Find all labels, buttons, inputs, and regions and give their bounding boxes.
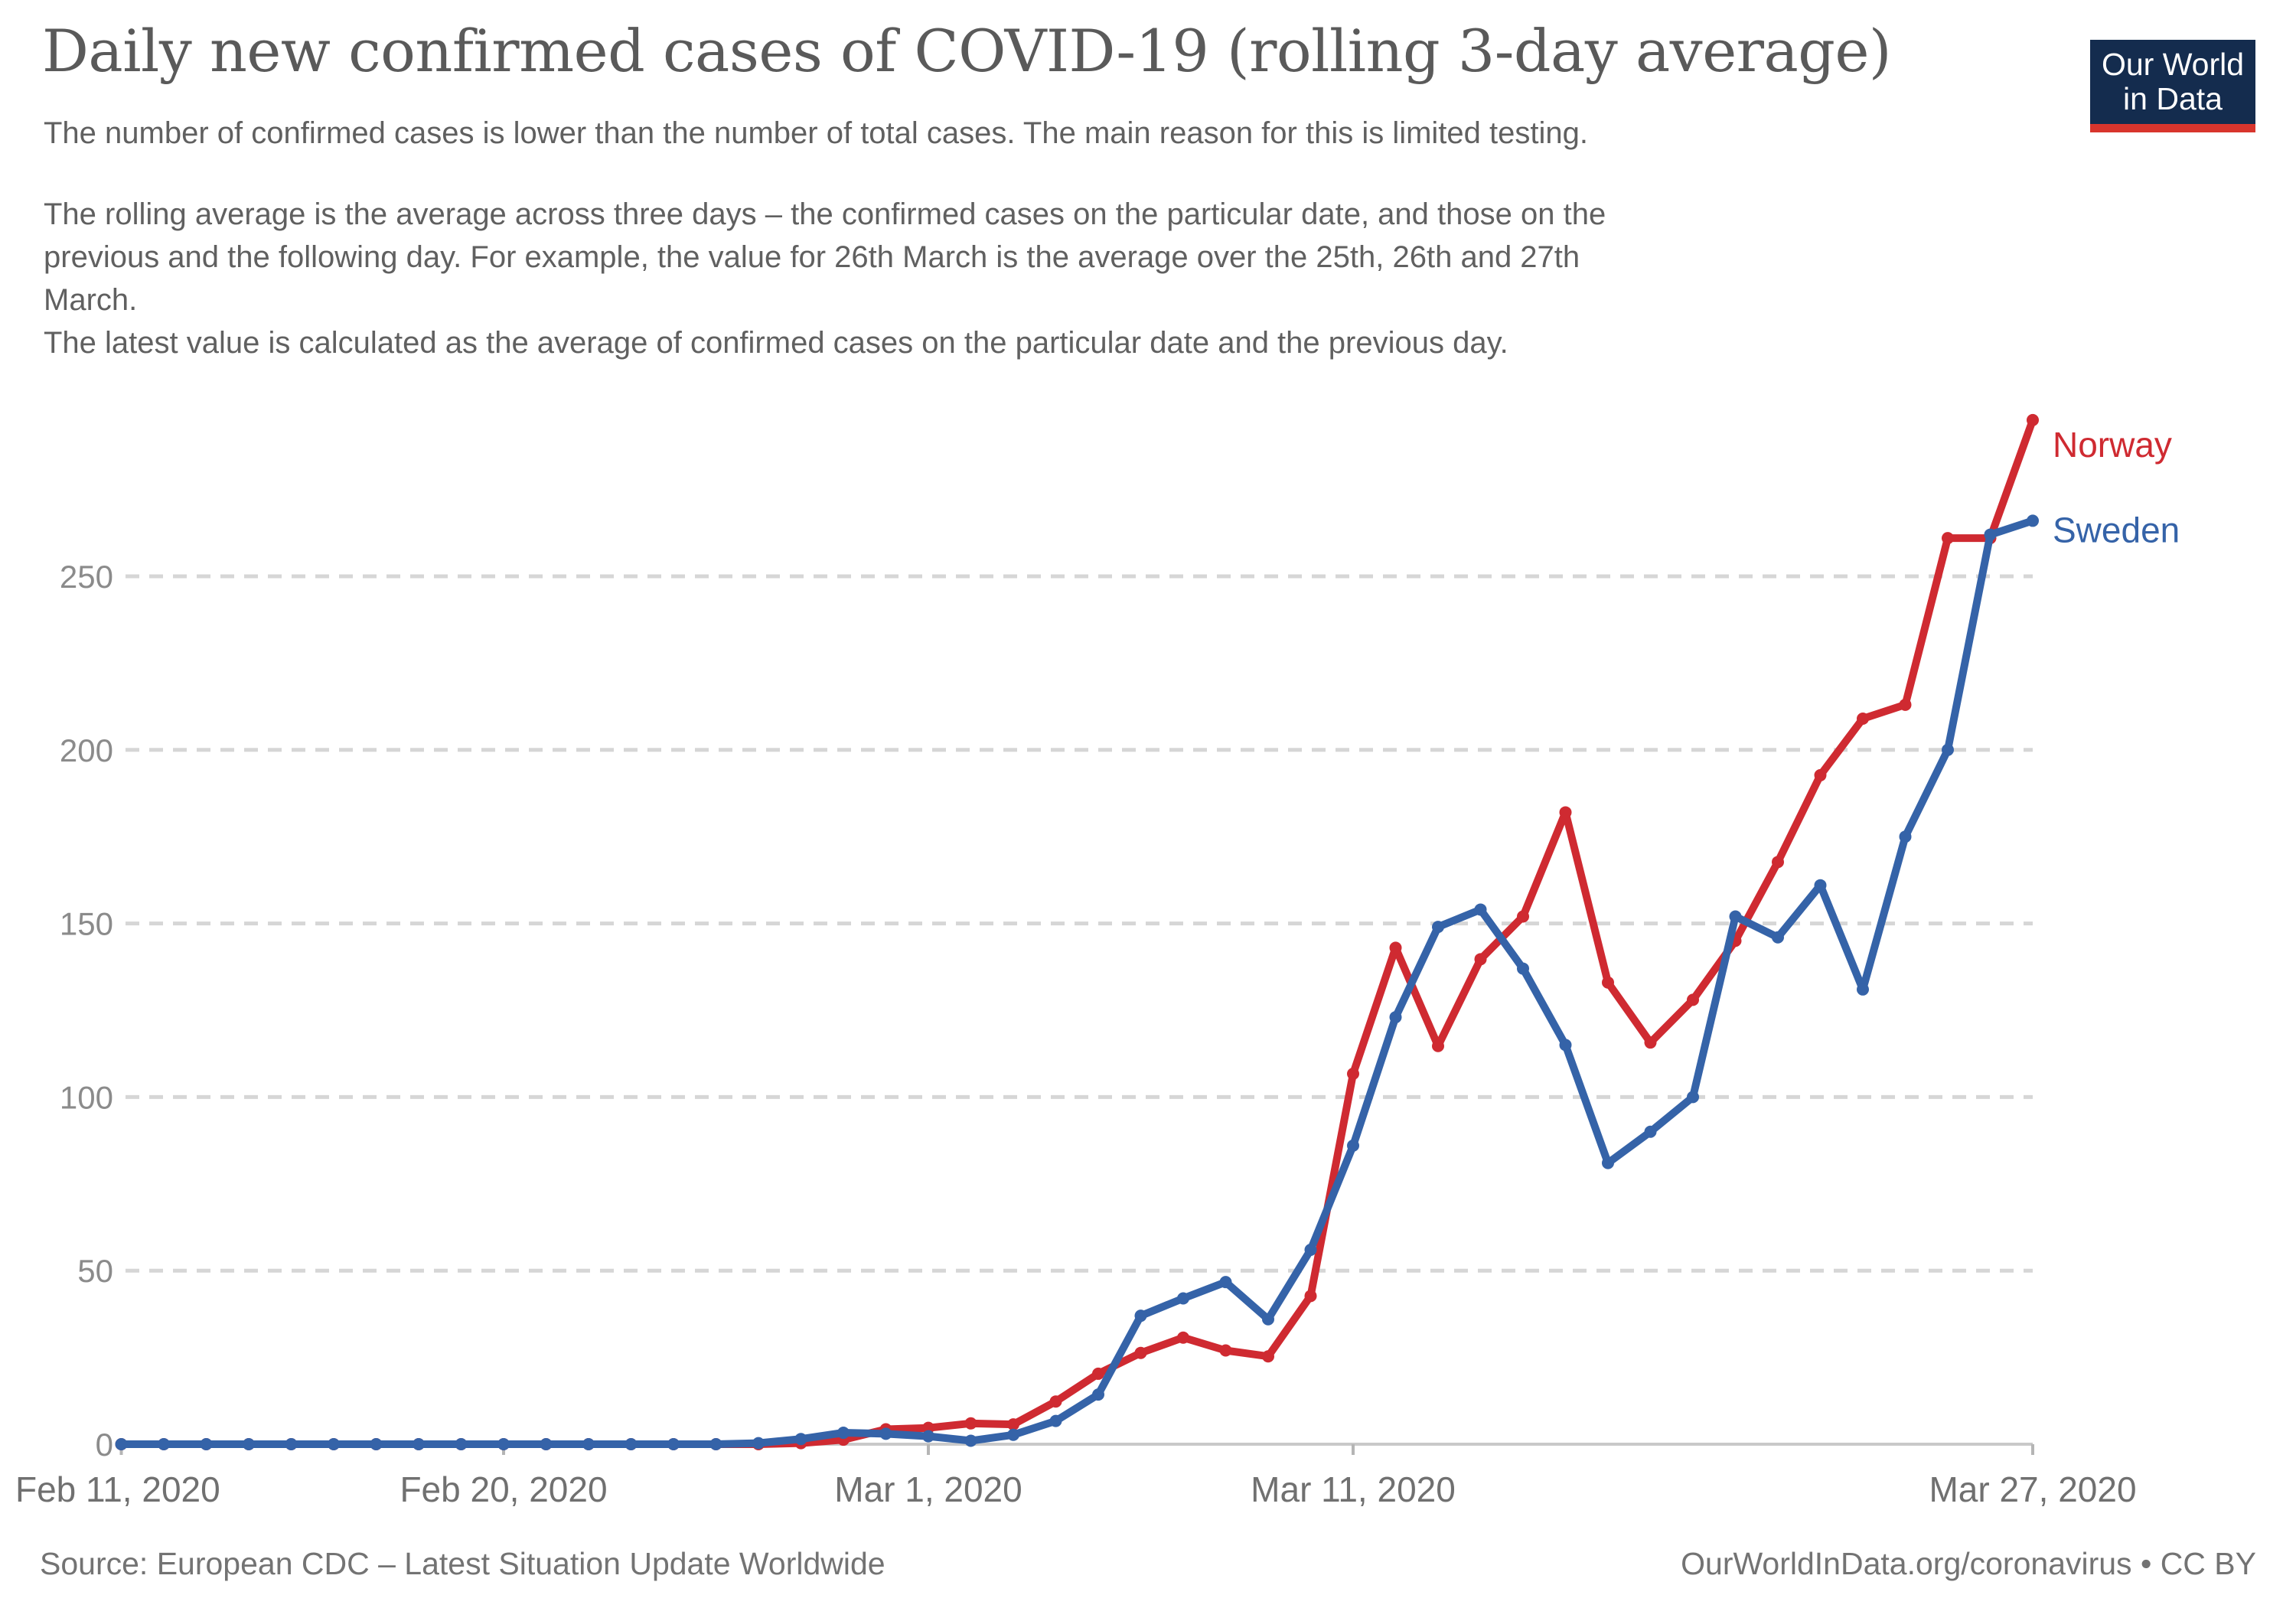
sweden-point[interactable] — [243, 1438, 255, 1450]
norway-point[interactable] — [1092, 1367, 1104, 1380]
sweden-point[interactable] — [1177, 1292, 1189, 1305]
sweden-point[interactable] — [1474, 903, 1487, 916]
y-tick-label-250: 250 — [60, 559, 113, 595]
x-tick-label-0: Feb 11, 2020 — [15, 1469, 220, 1509]
norway-point[interactable] — [1772, 856, 1784, 869]
sweden-point[interactable] — [540, 1438, 553, 1450]
sweden-point[interactable] — [1007, 1428, 1019, 1441]
norway-point[interactable] — [1559, 806, 1572, 819]
norway-point[interactable] — [1857, 712, 1869, 725]
sweden-point[interactable] — [667, 1438, 680, 1450]
sweden-point[interactable] — [2027, 514, 2039, 527]
sweden-line — [117, 517, 2037, 1448]
sweden-point[interactable] — [1517, 962, 1529, 975]
norway-point[interactable] — [1049, 1395, 1062, 1408]
sweden-point[interactable] — [1602, 1156, 1614, 1169]
sweden-point[interactable] — [964, 1434, 977, 1447]
sweden-point[interactable] — [1389, 1011, 1402, 1024]
page-title: Daily new confirmed cases of COVID-19 (r… — [42, 17, 1892, 85]
sweden-point[interactable] — [1304, 1243, 1317, 1256]
y-tick-label-50: 50 — [77, 1253, 113, 1289]
norway-point[interactable] — [1474, 953, 1487, 966]
norway-point[interactable] — [1347, 1068, 1359, 1081]
norway-point[interactable] — [1899, 698, 1912, 711]
norway-point[interactable] — [1219, 1344, 1232, 1357]
sweden-point[interactable] — [115, 1438, 128, 1450]
x-tick-label-19: Mar 1, 2020 — [834, 1469, 1022, 1509]
sweden-point[interactable] — [1984, 528, 1997, 541]
norway-point[interactable] — [1304, 1290, 1317, 1303]
sweden-point[interactable] — [1134, 1310, 1147, 1323]
sweden-point[interactable] — [1559, 1039, 1572, 1052]
norway-point[interactable] — [964, 1417, 977, 1430]
x-tick-label-45: Mar 27, 2020 — [1929, 1469, 2136, 1509]
sweden-point[interactable] — [1262, 1313, 1274, 1326]
sweden-point[interactable] — [582, 1438, 595, 1450]
owid-logo[interactable]: Our World in Data — [2090, 40, 2255, 132]
norway-point[interactable] — [1432, 1039, 1444, 1052]
norway-point[interactable] — [1687, 993, 1699, 1006]
sweden-point[interactable] — [837, 1427, 850, 1440]
chart-description: The rolling average is the average acros… — [44, 197, 1606, 360]
sweden-point[interactable] — [1219, 1276, 1232, 1289]
sweden-point[interactable] — [794, 1433, 807, 1446]
norway-point[interactable] — [2027, 413, 2039, 426]
sweden-point[interactable] — [1814, 879, 1827, 892]
sweden-series-label[interactable]: Sweden — [2053, 510, 2180, 550]
sweden-point[interactable] — [1347, 1139, 1359, 1152]
norway-point[interactable] — [1644, 1036, 1657, 1049]
sweden-point[interactable] — [1644, 1125, 1657, 1138]
sweden-point[interactable] — [200, 1438, 213, 1450]
norway-line — [117, 416, 2037, 1448]
norway-point[interactable] — [1517, 910, 1529, 923]
y-tick-label-200: 200 — [60, 732, 113, 768]
owid-logo-red-bar — [2090, 124, 2255, 132]
sweden-point[interactable] — [1687, 1091, 1699, 1104]
sweden-point[interactable] — [625, 1438, 638, 1450]
sweden-point[interactable] — [1772, 931, 1784, 944]
norway-point[interactable] — [1602, 976, 1614, 989]
y-tick-label-100: 100 — [60, 1079, 113, 1115]
norway-point[interactable] — [1262, 1350, 1274, 1363]
owid-logo-box: Our World in Data — [2090, 40, 2255, 124]
sweden-point[interactable] — [1899, 830, 1912, 843]
x-tick-label-9: Feb 20, 2020 — [400, 1469, 607, 1509]
sweden-point[interactable] — [497, 1438, 510, 1450]
sweden-point[interactable] — [1857, 983, 1869, 996]
norway-point[interactable] — [1177, 1331, 1189, 1344]
owid-logo-line1: Our World — [2101, 47, 2245, 82]
sweden-point[interactable] — [158, 1438, 170, 1450]
sweden-point[interactable] — [1432, 921, 1444, 934]
y-tick-label-0: 0 — [96, 1427, 113, 1463]
sweden-point[interactable] — [1942, 743, 1954, 756]
sweden-point[interactable] — [752, 1437, 765, 1450]
norway-point[interactable] — [1389, 941, 1402, 954]
sweden-point[interactable] — [1049, 1414, 1062, 1427]
x-tick-label-29: Mar 11, 2020 — [1251, 1469, 1456, 1509]
sweden-point[interactable] — [1729, 910, 1742, 923]
y-tick-label-150: 150 — [60, 906, 113, 942]
norway-point[interactable] — [1134, 1346, 1147, 1359]
source-note: Source: European CDC – Latest Situation … — [40, 1546, 885, 1581]
sweden-point[interactable] — [328, 1438, 340, 1450]
sweden-point[interactable] — [709, 1438, 722, 1450]
license-credit[interactable]: OurWorldInData.org/coronavirus • CC BY — [1681, 1546, 2256, 1581]
sweden-point[interactable] — [455, 1438, 468, 1450]
norway-point[interactable] — [1814, 768, 1827, 781]
sweden-point[interactable] — [285, 1438, 298, 1450]
sweden-point[interactable] — [1092, 1388, 1104, 1401]
owid-logo-line2: in Data — [2123, 81, 2223, 116]
sweden-point[interactable] — [922, 1430, 934, 1443]
norway-point[interactable] — [1007, 1418, 1019, 1431]
chart-subtitle: The number of confirmed cases is lower t… — [44, 116, 1588, 150]
norway-series-label[interactable]: Norway — [2053, 425, 2172, 465]
sweden-point[interactable] — [370, 1438, 383, 1450]
sweden-point[interactable] — [413, 1438, 425, 1450]
norway-point[interactable] — [1942, 532, 1954, 545]
sweden-point[interactable] — [879, 1427, 892, 1440]
